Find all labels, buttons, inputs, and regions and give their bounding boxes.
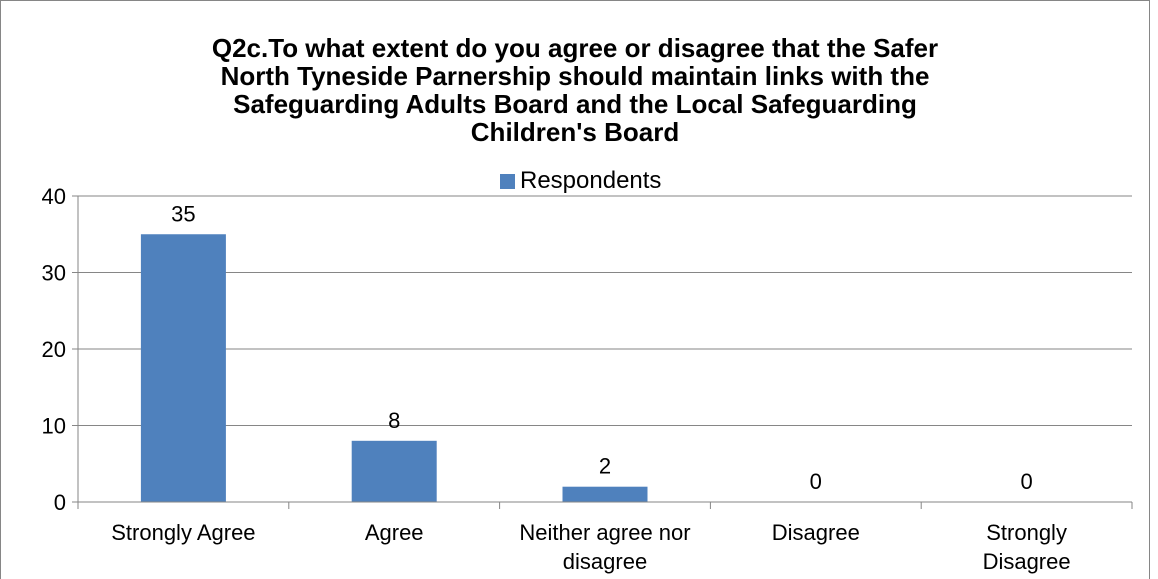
legend-swatch <box>500 173 515 189</box>
x-category-label: Disagree <box>772 520 860 545</box>
legend-label: Respondents <box>520 167 662 194</box>
x-category-label: Agree <box>365 520 424 545</box>
x-category-label: Strongly <box>986 520 1067 545</box>
data-label: 0 <box>810 469 822 494</box>
bar <box>140 234 226 502</box>
bar <box>562 486 648 502</box>
chart-title-line: Safeguarding Adults Board and the Local … <box>233 89 917 119</box>
chart-title-line: North Tyneside Parnership should maintai… <box>220 61 930 91</box>
data-label: 35 <box>171 201 195 226</box>
y-tick-label: 30 <box>42 261 66 286</box>
x-category-label: Strongly Agree <box>111 520 255 545</box>
data-label: 8 <box>388 408 400 433</box>
x-category-label: Neither agree nor <box>519 520 690 545</box>
x-category-label: disagree <box>563 549 647 574</box>
x-category-label: Disagree <box>983 549 1071 574</box>
chart-title-line: Children's Board <box>470 117 680 147</box>
legend: Respondents <box>500 167 661 195</box>
data-label: 0 <box>1020 469 1032 494</box>
y-tick-label: 20 <box>42 337 66 362</box>
chart-title: Q2c.To what extent do you agree or disag… <box>150 34 1000 146</box>
y-tick-label: 0 <box>54 490 66 515</box>
y-tick-label: 40 <box>42 184 66 209</box>
y-tick-label: 10 <box>42 414 66 439</box>
data-label: 2 <box>599 454 611 479</box>
bar <box>351 440 437 502</box>
chart-title-line: Q2c.To what extent do you agree or disag… <box>211 33 939 63</box>
